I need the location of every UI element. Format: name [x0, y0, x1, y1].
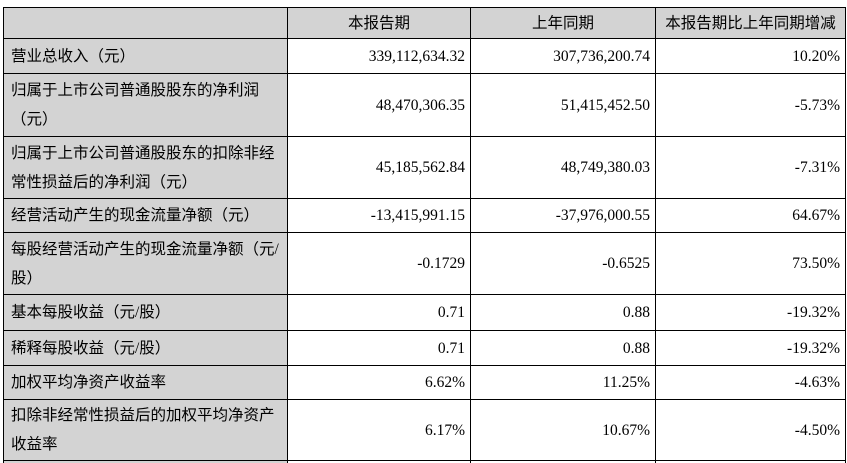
- metric-label: 扣除非经常性损益后的加权平均净资产收益率: [3, 399, 288, 461]
- prior-period-value: 48,749,380.03: [470, 136, 656, 199]
- prior-period-value: 0.88: [470, 330, 656, 366]
- current-period-value: 6.62%: [287, 365, 471, 400]
- change-value: 10.20%: [655, 38, 846, 74]
- header-cell-current-period: 本报告期: [287, 7, 471, 39]
- change-value: -5.73%: [655, 73, 846, 137]
- metric-label: 经营活动产生的现金流量净额（元）: [3, 198, 288, 233]
- change-value: -19.32%: [655, 330, 846, 366]
- change-value: 64.67%: [655, 198, 846, 233]
- table-row: 归属于上市公司普通股股东的扣除非经常性损益后的净利润（元） 45,185,562.…: [3, 136, 846, 199]
- current-period-value: -13,415,991.15: [287, 198, 471, 233]
- current-period-value: 48,470,306.35: [287, 73, 471, 137]
- metric-label: 加权平均净资产收益率: [3, 365, 288, 400]
- table-row: 基本每股收益（元/股） 0.71 0.88 -19.32%: [3, 294, 846, 331]
- header-cell-prior-period: 上年同期: [470, 7, 656, 39]
- change-value: 73.50%: [655, 232, 846, 295]
- prior-period-value: 11.25%: [470, 365, 656, 400]
- current-period-value: 0.71: [287, 330, 471, 366]
- table-row: 归属于上市公司普通股股东的净利润（元） 48,470,306.35 51,415,4…: [3, 73, 846, 137]
- metric-label: 稀释每股收益（元/股）: [3, 330, 288, 366]
- current-period-value: -0.1729: [287, 232, 471, 295]
- header-cell-metric: [3, 7, 288, 39]
- change-value: -7.31%: [655, 136, 846, 199]
- prior-period-value: -0.6525: [470, 232, 656, 295]
- table-row: 每股经营活动产生的现金流量净额（元/股） -0.1729 -0.6525 73.50%: [3, 232, 846, 295]
- partial-row: [3, 460, 846, 463]
- data-cell: [655, 460, 846, 463]
- table-row: 营业总收入（元） 339,112,634.32 307,736,200.74 10.2…: [3, 38, 846, 74]
- metric-label: 每股经营活动产生的现金流量净额（元/股）: [3, 232, 288, 295]
- prior-period-value: 0.88: [470, 294, 656, 331]
- metric-label: 营业总收入（元）: [3, 38, 288, 74]
- table-row: 经营活动产生的现金流量净额（元） -13,415,991.15 -37,976,00…: [3, 198, 846, 233]
- change-value: -4.50%: [655, 399, 846, 461]
- table-row: 加权平均净资产收益率 6.62% 11.25% -4.63%: [3, 365, 846, 400]
- prior-period-value: 10.67%: [470, 399, 656, 461]
- current-period-value: 45,185,562.84: [287, 136, 471, 199]
- prior-period-value: -37,976,000.55: [470, 198, 656, 233]
- current-period-value: 6.17%: [287, 399, 471, 461]
- current-period-value: 339,112,634.32: [287, 38, 471, 74]
- change-value: -19.32%: [655, 294, 846, 331]
- metric-label: 归属于上市公司普通股股东的净利润（元）: [3, 73, 288, 137]
- table-row: 稀释每股收益（元/股） 0.71 0.88 -19.32%: [3, 330, 846, 366]
- prior-period-value: 307,736,200.74: [470, 38, 656, 74]
- financial-summary-table: 本报告期 上年同期 本报告期比上年同期增减 营业总收入（元） 339,112,63…: [3, 7, 846, 463]
- change-value: -4.63%: [655, 365, 846, 400]
- metric-label: 基本每股收益（元/股）: [3, 294, 288, 331]
- metric-label: 归属于上市公司普通股股东的扣除非经常性损益后的净利润（元）: [3, 136, 288, 199]
- table-row: 扣除非经常性损益后的加权平均净资产收益率 6.17% 10.67% -4.50%: [3, 399, 846, 461]
- header-row: 本报告期 上年同期 本报告期比上年同期增减: [3, 7, 846, 39]
- prior-period-value: 51,415,452.50: [470, 73, 656, 137]
- header-cell-change: 本报告期比上年同期增减: [655, 7, 846, 39]
- current-period-value: 0.71: [287, 294, 471, 331]
